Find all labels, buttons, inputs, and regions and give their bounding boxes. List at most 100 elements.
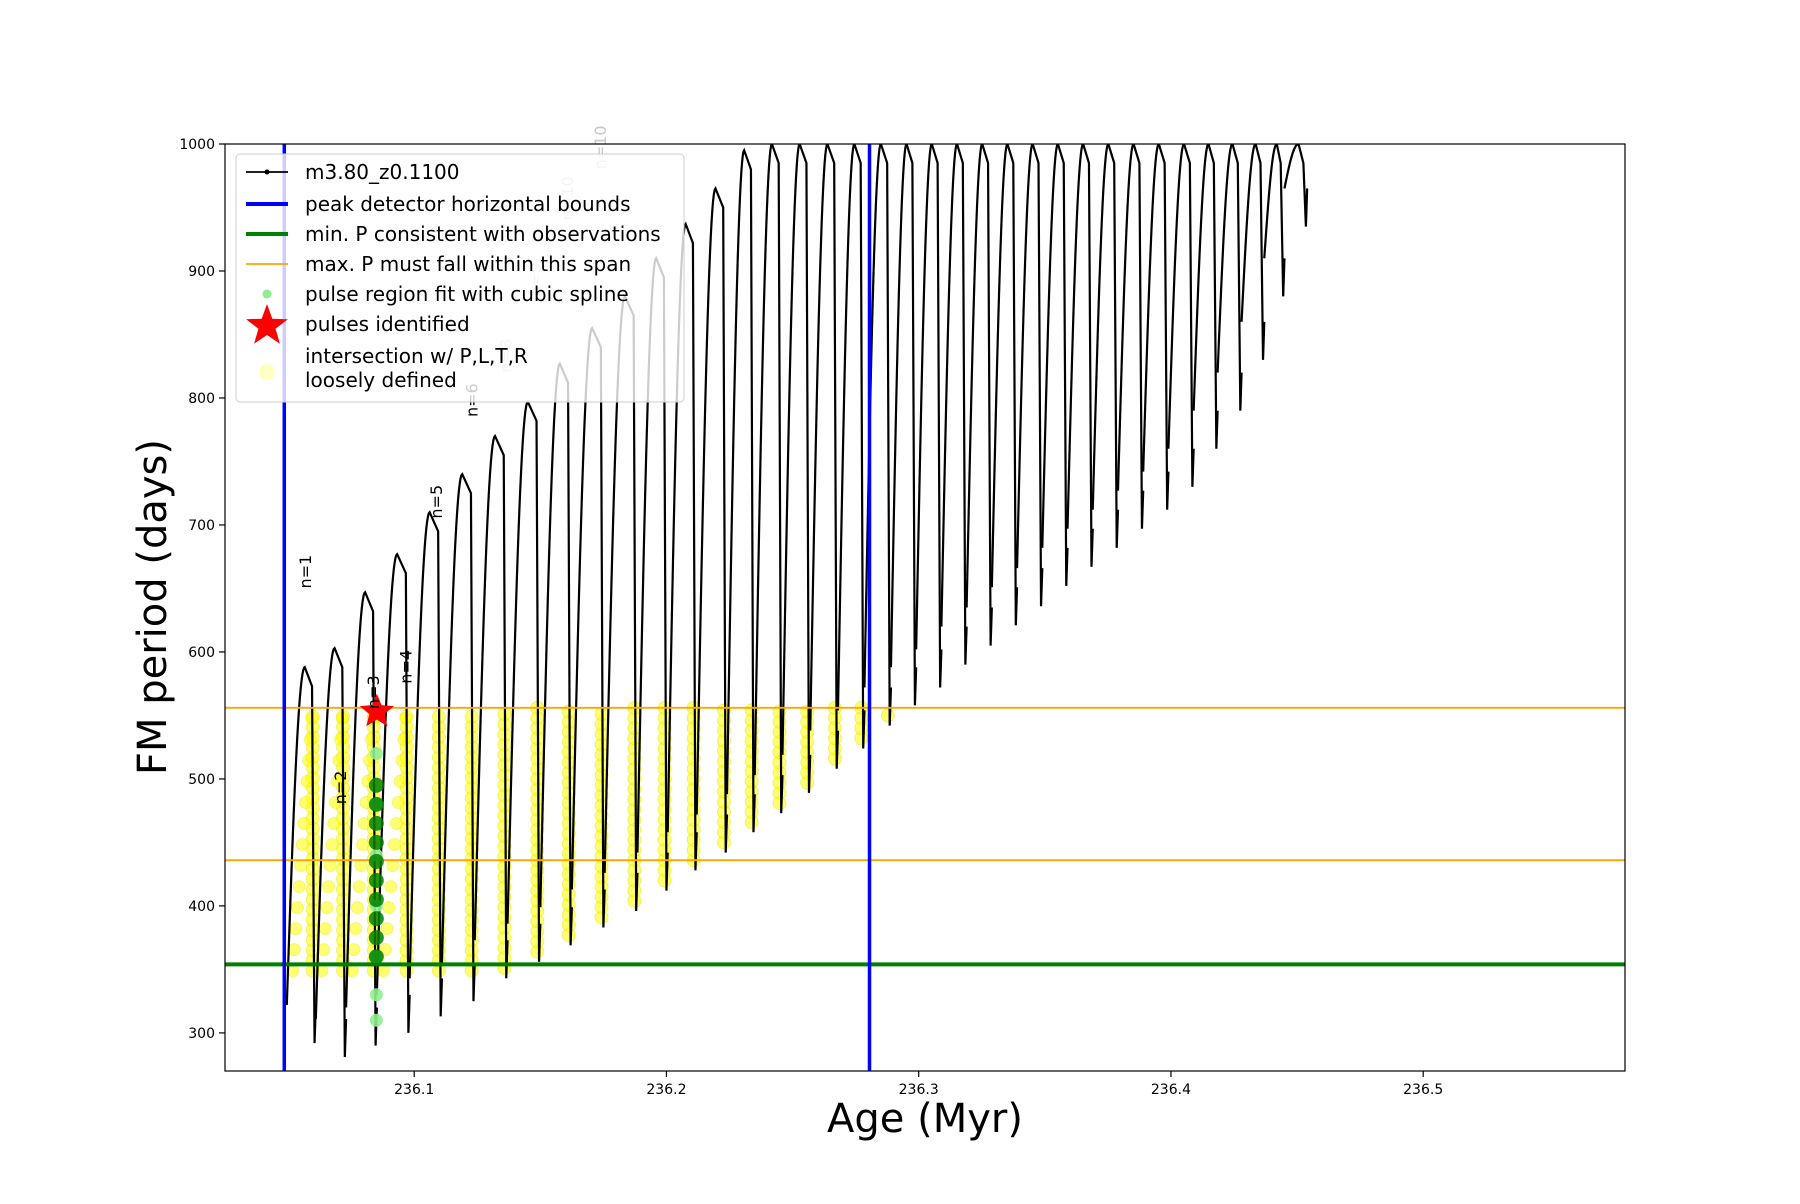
loosely-defined-marker xyxy=(323,859,337,873)
x-tick-label: 236.4 xyxy=(1151,1082,1191,1098)
observation-consistent-point xyxy=(368,777,384,793)
observation-consistent-point xyxy=(368,949,384,965)
spline-fit-point xyxy=(369,747,383,761)
period-track-pulse xyxy=(1142,144,1170,510)
loosely-defined-marker xyxy=(325,838,339,852)
observation-consistent-point xyxy=(368,930,384,946)
period-track-pulse xyxy=(781,144,812,793)
legend-label: pulse region fit with cubic spline xyxy=(305,282,629,306)
loosely-defined-marker xyxy=(388,838,402,852)
y-axis-label: FM period (days) xyxy=(130,439,176,775)
period-track-pulse xyxy=(408,510,444,1017)
observation-consistent-point xyxy=(368,796,384,812)
pulse-number-label: n=3 xyxy=(364,675,383,709)
legend-label: pulses identified xyxy=(305,312,470,336)
spline-fit-point xyxy=(369,1013,383,1027)
loosely-defined-marker xyxy=(287,943,301,957)
period-track-pulse xyxy=(1015,144,1044,607)
loosely-defined-marker xyxy=(303,732,317,746)
loosely-defined-marker xyxy=(397,732,411,746)
y-tick-label: 900 xyxy=(188,264,215,280)
loosely-defined-marker xyxy=(295,838,309,852)
y-tick-label: 400 xyxy=(188,899,215,915)
period-track-pulse xyxy=(1192,144,1219,449)
pulse-number-label: n=1 xyxy=(296,555,315,589)
loosely-defined-marker xyxy=(357,816,371,830)
period-track-pulse xyxy=(440,472,476,1002)
loosely-defined-marker xyxy=(317,943,331,957)
period-track-pulse xyxy=(990,144,1019,626)
y-tick-label: 700 xyxy=(188,518,215,534)
period-track-pulse xyxy=(695,185,729,853)
period-track-pulse xyxy=(1066,144,1094,567)
period-track-pulse xyxy=(506,399,542,962)
spline-fit-point xyxy=(369,988,383,1002)
pulse-identified-star xyxy=(359,693,394,727)
x-tick-label: 236.5 xyxy=(1403,1082,1443,1098)
y-tick-label: 1000 xyxy=(179,137,215,153)
x-tick-label: 236.1 xyxy=(394,1082,434,1098)
period-track-pulse xyxy=(809,144,840,769)
period-track-pulse xyxy=(473,433,509,979)
pulse-number-label: n=4 xyxy=(397,650,416,684)
legend-label: m3.80_z0.1100 xyxy=(305,160,460,184)
period-track-pulse xyxy=(836,144,866,749)
legend-handle-dot xyxy=(262,289,272,299)
loosely-defined-marker xyxy=(349,922,363,936)
observation-consistent-point xyxy=(368,834,384,850)
observation-consistent-point xyxy=(368,911,384,927)
loosely-defined-marker xyxy=(352,880,366,894)
period-track-pulse xyxy=(1263,144,1286,297)
loosely-defined-marker xyxy=(382,901,396,915)
loosely-defined-marker xyxy=(364,732,378,746)
pulse-number-label: n=5 xyxy=(427,485,446,519)
legend-label: min. P consistent with observations xyxy=(305,222,661,246)
loosely-defined-marker xyxy=(880,708,895,723)
plot-frame xyxy=(224,143,1626,1072)
y-tick-label: 500 xyxy=(188,772,215,788)
loosely-defined-marker xyxy=(292,880,306,894)
period-track-pulse xyxy=(285,665,317,1044)
loosely-defined-marker xyxy=(322,880,336,894)
observation-consistent-point xyxy=(368,892,384,908)
period-track-pulse xyxy=(940,144,968,665)
y-tick-label: 600 xyxy=(188,645,215,661)
loosely-defined-marker xyxy=(347,943,361,957)
loosely-defined-marker xyxy=(300,774,314,788)
legend-label: intersection w/ P,L,T,R xyxy=(305,344,528,368)
loosely-defined-marker xyxy=(320,901,334,915)
period-track-pulse xyxy=(863,144,893,726)
legend-label: max. P must fall within this span xyxy=(305,252,631,276)
period-track-pulse xyxy=(965,144,993,646)
loosely-defined-marker xyxy=(299,795,313,809)
period-track-pulse xyxy=(314,646,348,1058)
loosely-defined-marker xyxy=(334,732,348,746)
loosely-defined-marker xyxy=(289,922,303,936)
period-track-pulse xyxy=(1116,144,1145,529)
period-track-pulse xyxy=(1216,144,1243,411)
period-track-pulse xyxy=(344,590,378,1046)
loosely-defined-marker xyxy=(393,774,407,788)
legend-label: peak detector horizontal bounds xyxy=(305,192,631,216)
observation-consistent-point xyxy=(368,815,384,831)
loosely-defined-marker xyxy=(328,795,342,809)
loosely-defined-marker xyxy=(384,880,398,894)
period-track-pulse xyxy=(753,144,784,814)
period-track-pulse xyxy=(1091,144,1120,548)
period-track-pulse xyxy=(915,144,943,688)
loosely-defined-marker xyxy=(318,922,332,936)
x-tick-label: 236.2 xyxy=(646,1082,686,1098)
legend-handle-circle xyxy=(259,364,275,380)
loosely-defined-marker xyxy=(380,922,394,936)
observation-consistent-point xyxy=(368,873,384,889)
period-track-pulse xyxy=(1041,144,1069,586)
legend-box xyxy=(235,153,685,403)
y-tick-label: 800 xyxy=(188,391,215,407)
loosely-defined-marker xyxy=(386,859,400,873)
x-axis-label: Age (Myr) xyxy=(827,1096,1023,1142)
loosely-defined-marker xyxy=(294,859,308,873)
loosely-defined-marker xyxy=(356,838,370,852)
legend-handle-star xyxy=(246,304,288,344)
